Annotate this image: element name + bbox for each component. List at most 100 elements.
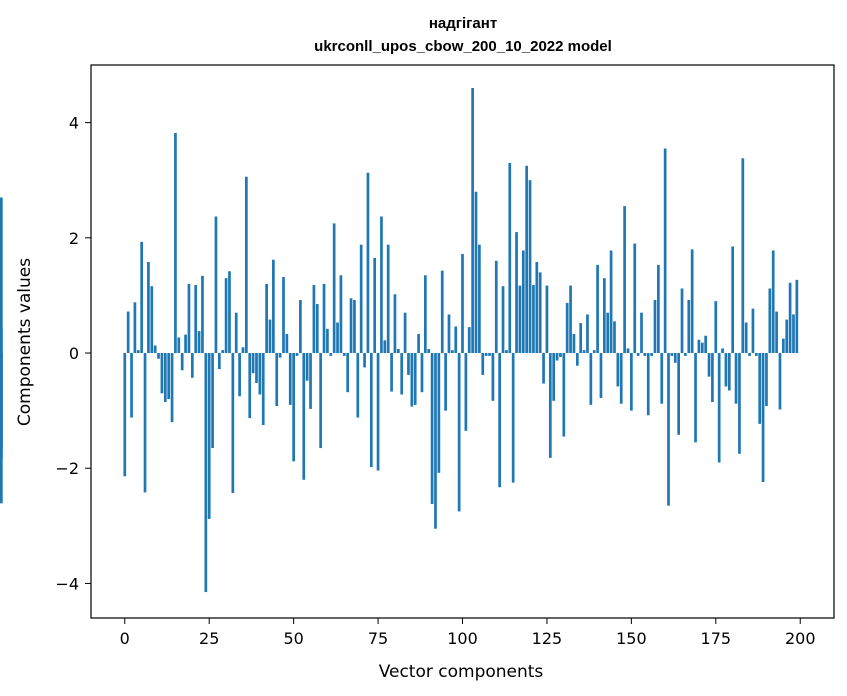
bar <box>707 353 711 377</box>
bar <box>194 285 198 354</box>
x-tick-label: 200 <box>785 629 816 648</box>
y-tick-label: −2 <box>55 459 79 478</box>
bar <box>147 262 150 354</box>
bar <box>673 353 677 363</box>
bar <box>396 348 400 354</box>
bar <box>315 304 319 354</box>
x-tick-label: 125 <box>532 629 563 648</box>
bar <box>775 311 778 354</box>
y-axis-ticks: −4 −2 0 2 4 <box>55 114 91 593</box>
bar <box>464 353 468 431</box>
bar <box>488 353 491 356</box>
bar <box>369 353 373 468</box>
bar <box>467 327 471 354</box>
bar <box>653 300 657 354</box>
bar <box>555 353 559 361</box>
bar <box>785 319 789 354</box>
bar <box>265 283 268 354</box>
bar <box>643 353 647 356</box>
bar <box>336 322 339 354</box>
x-tick-label: 150 <box>616 629 647 648</box>
bar <box>150 286 154 354</box>
bar <box>727 353 731 391</box>
bar <box>565 302 569 354</box>
bar <box>535 262 539 354</box>
bar <box>562 353 566 437</box>
bar <box>437 353 441 473</box>
bar <box>170 353 174 423</box>
bar <box>342 353 346 356</box>
bar <box>197 331 201 354</box>
bar <box>481 353 485 375</box>
bar <box>538 272 542 354</box>
bar <box>123 353 127 477</box>
bar <box>228 271 231 354</box>
bar <box>623 206 626 354</box>
bar <box>126 311 130 354</box>
bar <box>474 191 478 354</box>
bar <box>130 353 133 418</box>
bar <box>359 244 363 354</box>
bar <box>0 353 3 358</box>
bar <box>758 353 762 424</box>
bar <box>430 353 434 504</box>
bar <box>498 353 501 488</box>
bar <box>413 353 417 405</box>
bar <box>667 353 670 506</box>
bar <box>309 353 312 409</box>
bar <box>302 353 306 480</box>
bar <box>717 353 721 463</box>
bar <box>582 350 586 354</box>
bar <box>339 275 343 354</box>
bar <box>153 345 157 354</box>
bar <box>616 353 620 387</box>
bar <box>255 353 258 383</box>
bar <box>602 278 606 354</box>
bar <box>231 353 235 493</box>
bar <box>201 275 204 354</box>
bar <box>704 335 708 354</box>
bar <box>447 314 451 354</box>
bar <box>353 300 356 354</box>
y-tick-label: −4 <box>55 574 79 593</box>
bar <box>542 353 545 384</box>
bar <box>174 132 177 354</box>
bar <box>332 223 336 354</box>
bar <box>545 285 549 354</box>
bar <box>440 270 444 354</box>
bar <box>0 353 3 504</box>
bar <box>501 286 505 354</box>
bar <box>234 312 238 354</box>
bar <box>373 257 377 354</box>
bar <box>410 353 414 407</box>
bar <box>714 301 718 354</box>
bar <box>734 353 738 404</box>
bar <box>292 353 295 462</box>
bar <box>521 250 525 354</box>
bar <box>167 353 171 400</box>
x-axis-ticks: 0 25 50 75 100 125 150 175 200 <box>120 618 816 648</box>
bar <box>299 300 302 354</box>
bar <box>457 353 461 512</box>
bar <box>177 337 181 354</box>
bar <box>792 314 795 354</box>
bar <box>650 353 653 356</box>
bar <box>494 260 498 354</box>
bar <box>319 353 322 449</box>
bar <box>575 353 579 366</box>
bar <box>619 353 623 404</box>
y-axis-label: Components values <box>15 258 35 426</box>
bar <box>684 353 687 356</box>
bar <box>731 246 735 354</box>
bar <box>677 353 680 435</box>
bar <box>248 353 252 419</box>
bar <box>768 288 772 354</box>
y-tick-label: 2 <box>69 229 79 248</box>
bar <box>626 348 630 354</box>
bar <box>795 279 799 354</box>
bar <box>552 353 556 401</box>
x-tick-label: 75 <box>368 629 388 648</box>
bar <box>140 241 144 354</box>
bar <box>224 278 228 354</box>
bar <box>751 308 755 354</box>
